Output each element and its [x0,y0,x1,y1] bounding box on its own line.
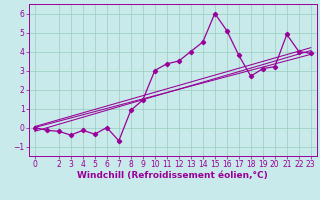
X-axis label: Windchill (Refroidissement éolien,°C): Windchill (Refroidissement éolien,°C) [77,171,268,180]
